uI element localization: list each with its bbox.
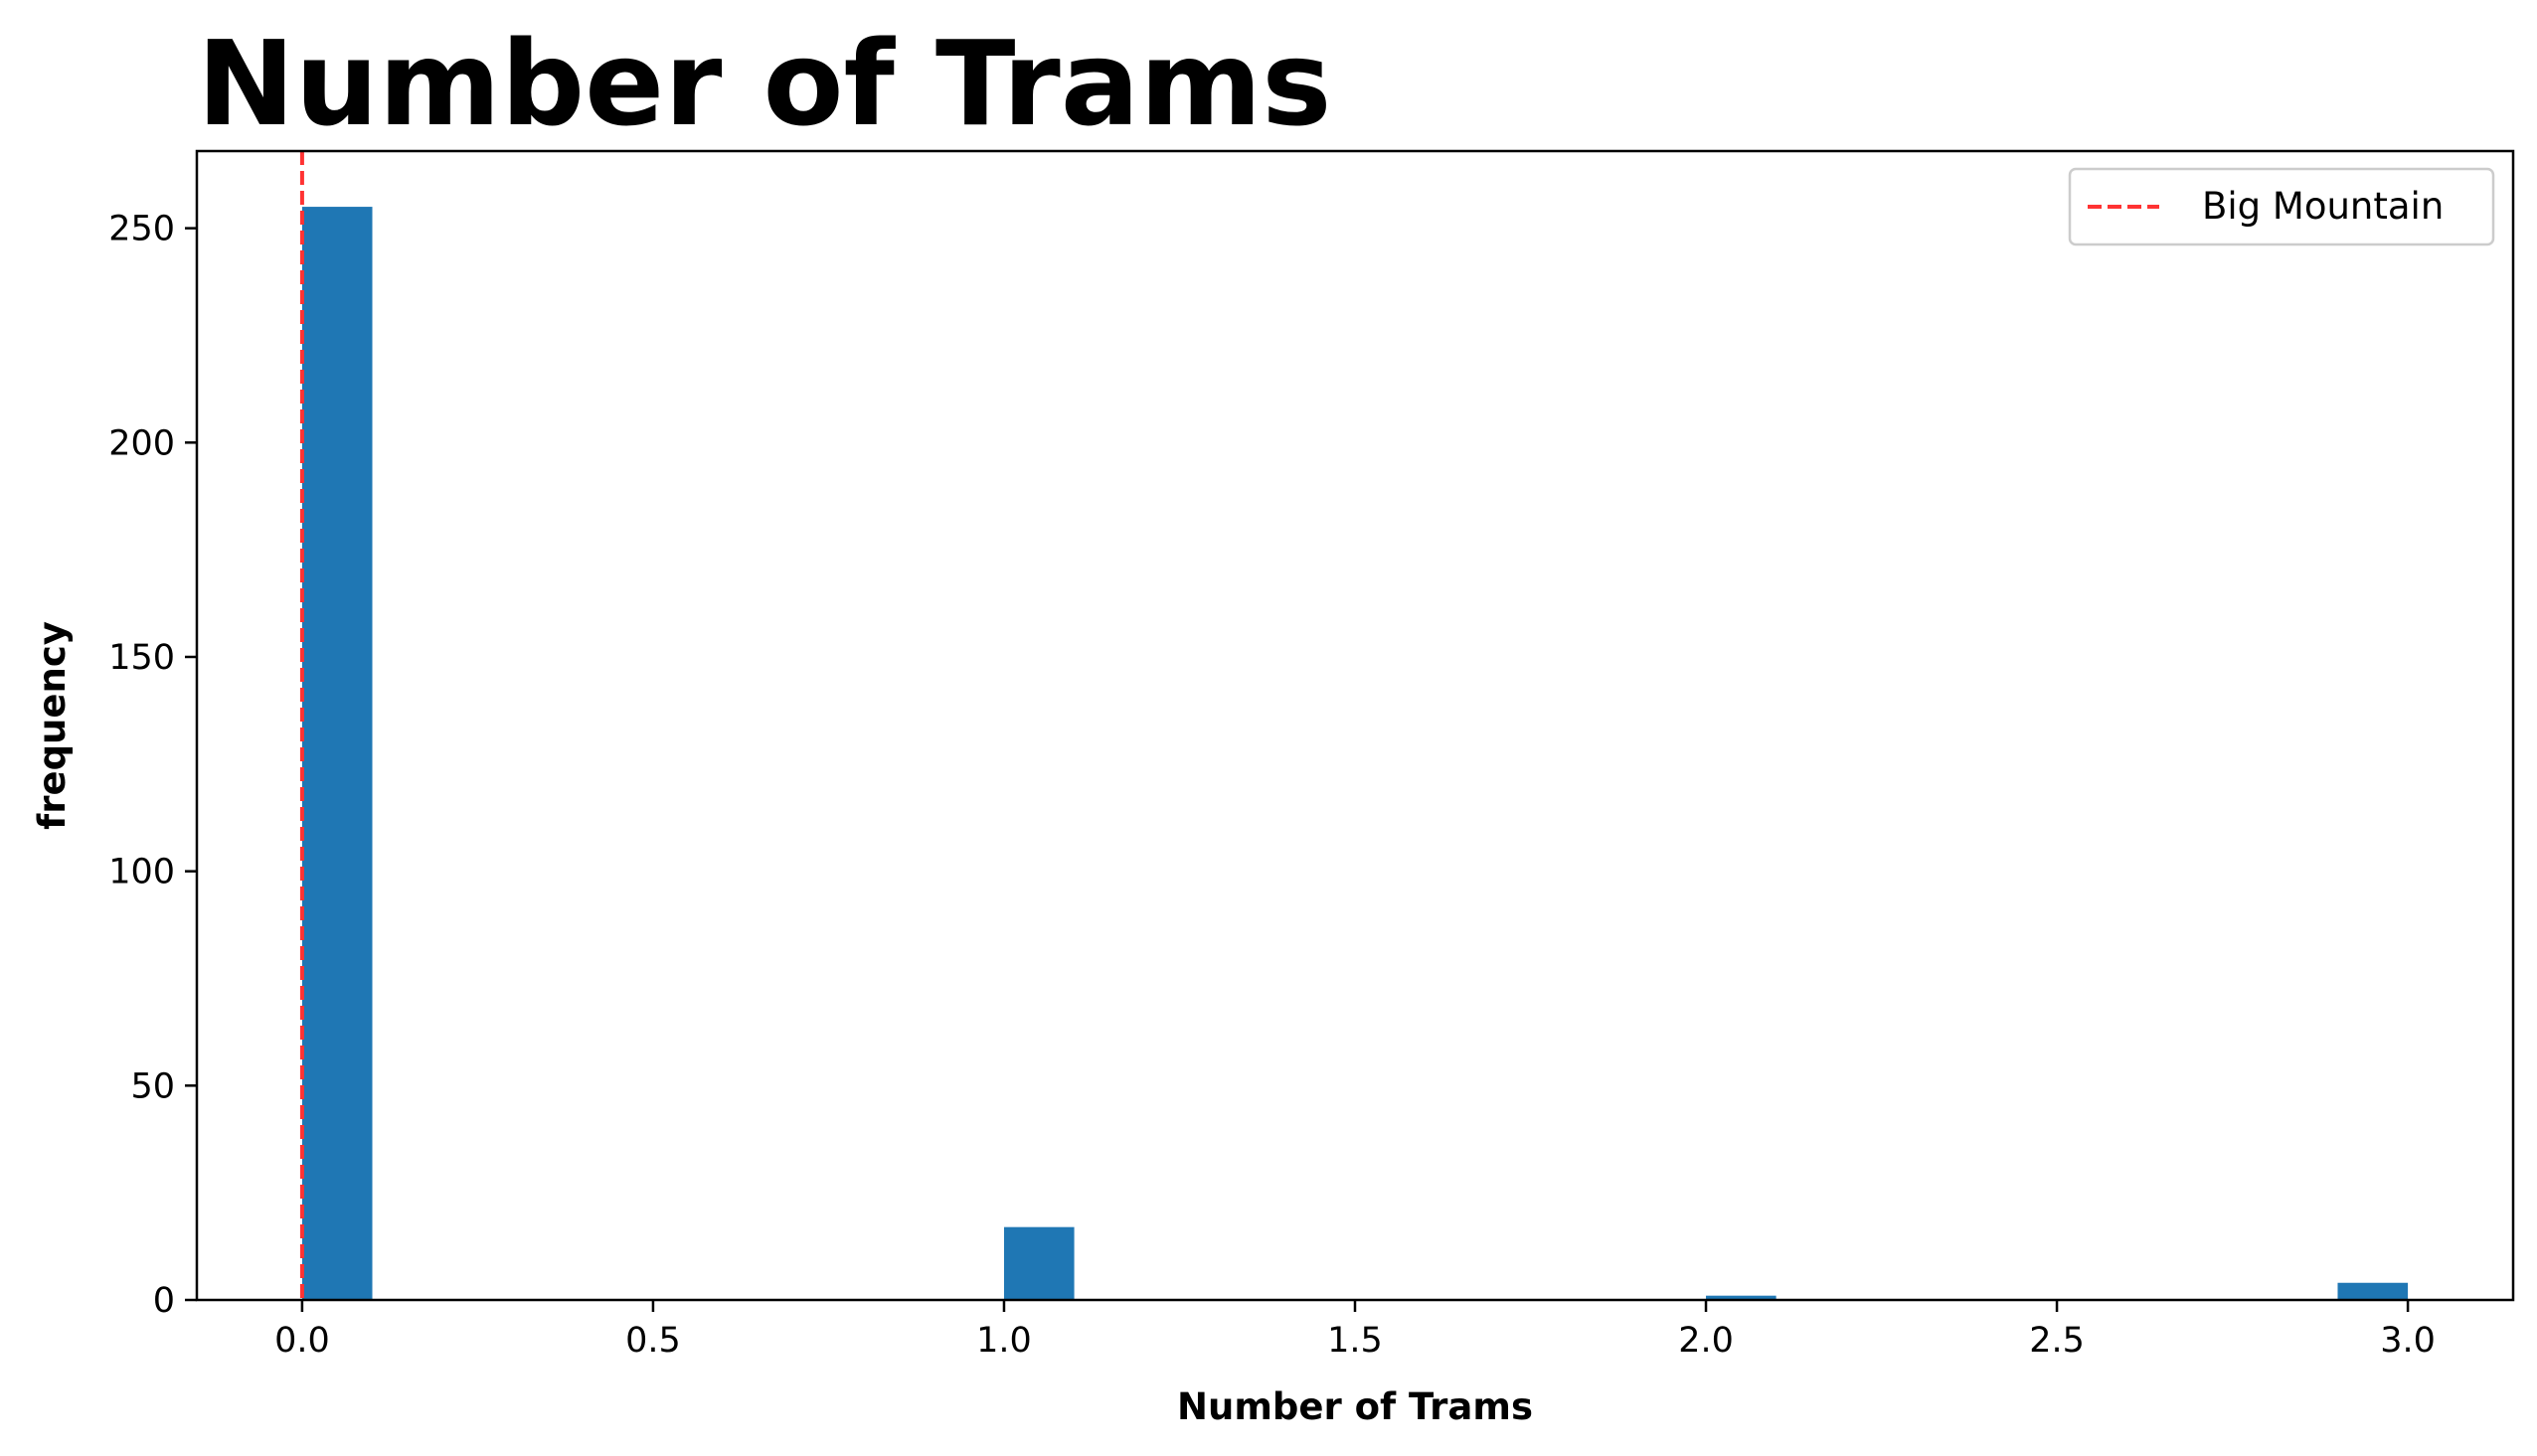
y-axis-label: frequency [31, 621, 74, 830]
legend-box [2068, 167, 2495, 246]
histogram-bar-2 [1706, 1295, 1776, 1300]
x-tick-label: 2.5 [2029, 1321, 2085, 1361]
y-tick-label: 50 [130, 1066, 175, 1106]
chart-title: Number of Trams [197, 15, 1332, 152]
x-tick-label: 3.0 [2380, 1321, 2436, 1361]
y-tick-label: 0 [153, 1281, 175, 1321]
histogram-bar-1 [1003, 1226, 1075, 1300]
bars-group [301, 207, 2409, 1301]
histogram-bar-0 [301, 207, 373, 1301]
histogram-bar-3 [2337, 1282, 2409, 1300]
x-tick-label: 2.0 [1678, 1321, 1734, 1361]
x-tick-label: 1.5 [1327, 1321, 1383, 1361]
y-tick-label: 100 [108, 853, 175, 892]
legend-label: Big Mountain [2202, 185, 2444, 228]
legend: Big Mountain [2068, 167, 2495, 246]
x-axis-ticks: 0.0 0.5 1.0 1.5 2.0 2.5 3.0 [274, 1300, 2436, 1361]
x-tick-label: 0.5 [625, 1321, 681, 1361]
y-axis-ticks: 0 50 100 150 200 250 [108, 210, 197, 1321]
plot-frame [195, 149, 2515, 1302]
x-tick-label: 0.0 [274, 1321, 330, 1361]
y-tick-label: 150 [108, 638, 175, 678]
x-tick-label: 1.0 [976, 1321, 1032, 1361]
y-tick-label: 200 [108, 423, 175, 463]
y-tick-label: 250 [108, 210, 175, 249]
x-axis-label: Number of Trams [1177, 1385, 1533, 1428]
